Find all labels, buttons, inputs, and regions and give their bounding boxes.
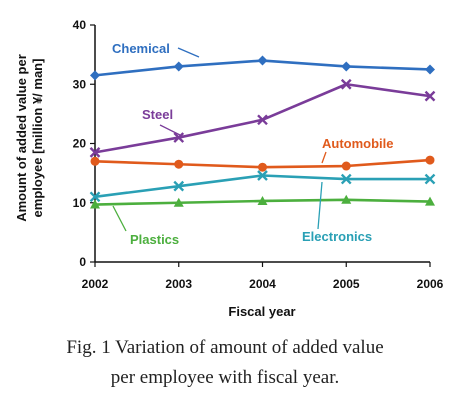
- series-group: [89, 55, 436, 209]
- x-tick-label: 2003: [165, 277, 192, 291]
- y-tick-label: 0: [79, 255, 86, 269]
- automobile-point: [425, 155, 435, 165]
- electronics-series-label: Electronics: [302, 229, 372, 244]
- x-axis-title: Fiscal year: [228, 304, 295, 319]
- tick-labels: 0 10 20 30 40 2002 2003 2004 2005 2006: [73, 18, 444, 291]
- series-labels: Chemical Steel Automobile Electronics Plasti…: [112, 41, 394, 247]
- steel-point: [340, 78, 352, 90]
- automobile-label-leader: [321, 151, 327, 164]
- chemical-point: [257, 55, 268, 66]
- plastics-point: [257, 195, 268, 205]
- steel-point: [424, 90, 436, 102]
- x-tick-label: 2004: [249, 277, 276, 291]
- electronics-series-line: [94, 174, 430, 199]
- chemical-series-label: Chemical: [112, 41, 170, 56]
- plastics-series-label: Plastics: [130, 232, 179, 247]
- steel-point: [173, 132, 185, 143]
- steel-series-label: Steel: [142, 107, 173, 122]
- plastics-point: [90, 199, 100, 209]
- steel-point: [257, 114, 268, 126]
- chart: Amount of added value per employee [mill…: [14, 18, 444, 319]
- y-axis-title-line2: employee [million ¥/ man]: [30, 59, 45, 218]
- y-tick-label: 30: [73, 77, 87, 91]
- electronics-point: [340, 173, 352, 185]
- x-tick-label: 2006: [417, 277, 444, 291]
- electronics-point: [257, 170, 268, 181]
- electronics-point: [89, 191, 101, 203]
- plastics-point: [425, 196, 435, 206]
- y-tick-label: 20: [73, 137, 87, 151]
- electronics-point: [173, 180, 185, 192]
- automobile-point: [90, 156, 100, 166]
- electronics-label-leader: [317, 181, 323, 230]
- x-tick-label: 2005: [333, 277, 360, 291]
- plastics-point: [341, 194, 352, 204]
- chemical-point: [341, 61, 352, 72]
- automobile-point: [174, 159, 184, 169]
- figure-caption-line2: per employee with fiscal year.: [110, 367, 340, 388]
- automobile-series-label: Automobile: [322, 136, 394, 151]
- y-tick-label: 40: [73, 18, 87, 32]
- electronics-point: [424, 173, 436, 185]
- y-tick-label: 10: [73, 196, 87, 210]
- chemical-label-leader: [177, 47, 200, 58]
- steel-point: [89, 147, 101, 158]
- automobile-point: [258, 162, 267, 172]
- plastics-point: [173, 197, 184, 207]
- y-axis-title-line1: Amount of added value per: [14, 54, 29, 222]
- automobile-point: [341, 161, 351, 171]
- chemical-point: [425, 64, 435, 75]
- steel-label-leader: [159, 124, 183, 137]
- chemical-point: [173, 61, 184, 72]
- chemical-point: [90, 70, 100, 81]
- x-tick-label: 2002: [82, 277, 109, 291]
- y-axis-title: Amount of added value per employee [mill…: [14, 54, 45, 222]
- plastics-label-leader: [112, 205, 127, 232]
- figure-caption-line1: Fig. 1 Variation of amount of added valu…: [66, 337, 384, 358]
